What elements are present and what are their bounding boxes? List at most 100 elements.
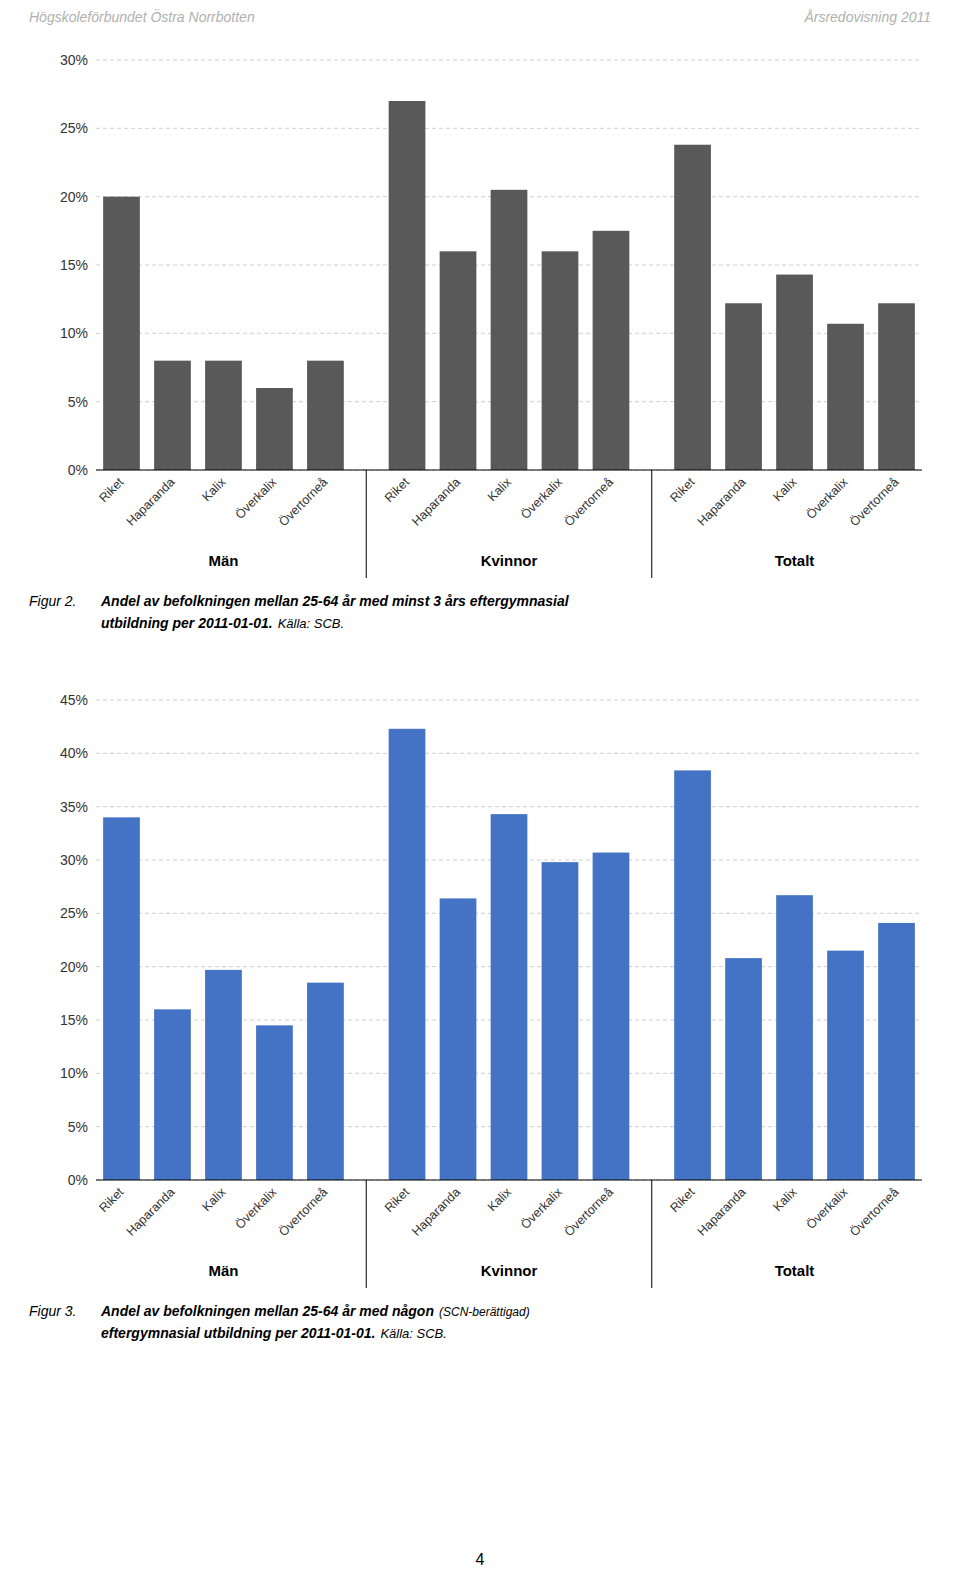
page-number: 4 — [476, 1551, 485, 1568]
header-right: Årsredovisning 2011 — [803, 9, 931, 25]
x-tick-label: Haparanda — [124, 475, 178, 529]
x-tick-label: Överkalix — [233, 1185, 280, 1232]
bar — [205, 361, 242, 470]
grid-line — [96, 806, 922, 807]
caption-line: utbildning per 2011-01-01. Källa: SCB. — [101, 615, 344, 631]
group-divider — [651, 1180, 652, 1288]
x-tick-label: Haparanda — [695, 1185, 749, 1239]
x-tick-label: Riket — [96, 475, 126, 505]
bar — [103, 197, 140, 470]
group-label: Totalt — [775, 1262, 815, 1279]
bar — [440, 251, 477, 470]
x-tick-label: Överkalix — [518, 1185, 565, 1232]
group-label: Män — [208, 1262, 238, 1279]
x-tick-label: Kalix — [770, 1185, 800, 1215]
group-divider — [366, 470, 367, 578]
caption-label: Figur 2. — [29, 593, 76, 609]
bars — [103, 729, 915, 1180]
x-tick-label: Kalix — [199, 475, 229, 505]
bar — [256, 1025, 293, 1180]
bar — [307, 361, 344, 470]
grid-line — [96, 470, 922, 471]
y-tick-label: 15% — [60, 1012, 88, 1028]
y-tick-label: 35% — [60, 799, 88, 815]
bar — [542, 251, 579, 470]
x-tick-label: Övertorneå — [562, 475, 616, 529]
y-tick-label: 25% — [60, 120, 88, 136]
x-tick-label: Överkalix — [804, 1185, 851, 1232]
y-tick-label: 5% — [68, 394, 88, 410]
y-tick-label: 10% — [60, 1065, 88, 1081]
caption-note: (SCN-berättigad) — [439, 1305, 530, 1319]
bar — [725, 303, 762, 470]
x-tick-label: Övertorneå — [562, 1185, 616, 1239]
background — [0, 0, 960, 1596]
group-label: Kvinnor — [481, 1262, 538, 1279]
x-tick-label: Riket — [382, 1185, 412, 1215]
bar — [878, 303, 915, 470]
x-tick-label: Överkalix — [804, 475, 851, 522]
caption-label: Figur 3. — [29, 1303, 76, 1319]
bar — [389, 729, 426, 1180]
x-tick-label: Övertorneå — [847, 1185, 901, 1239]
bar — [307, 983, 344, 1180]
bar — [256, 388, 293, 470]
bar — [725, 958, 762, 1180]
grid-line — [96, 753, 922, 754]
y-tick-label: 25% — [60, 905, 88, 921]
caption-text: utbildning per 2011-01-01. — [101, 615, 273, 631]
x-axis-line — [96, 1180, 922, 1181]
y-tick-label: 30% — [60, 852, 88, 868]
y-tick-label: 20% — [60, 959, 88, 975]
bar — [827, 951, 864, 1180]
x-tick-label: Haparanda — [409, 475, 463, 529]
x-tick-label: Riket — [96, 1185, 126, 1215]
bar — [776, 895, 813, 1180]
bar — [491, 814, 528, 1180]
x-tick-label: Överkalix — [518, 475, 565, 522]
bar — [593, 231, 630, 470]
header-left: Högskoleförbundet Östra Norrbotten — [29, 8, 255, 25]
group-divider — [366, 1180, 367, 1288]
caption-text: eftergymnasial utbildning per 2011-01-01… — [101, 1325, 375, 1341]
bar — [827, 324, 864, 470]
group-divider — [651, 470, 652, 578]
grid-line — [96, 700, 922, 701]
bar — [776, 275, 813, 470]
y-tick-label: 20% — [60, 189, 88, 205]
y-tick-label: 0% — [68, 1172, 88, 1188]
grid-line — [96, 1180, 922, 1181]
caption-text: Andel av befolkningen mellan 25-64 år me… — [100, 593, 570, 609]
y-tick-label: 15% — [60, 257, 88, 273]
group-label: Totalt — [775, 552, 815, 569]
x-tick-label: Riket — [667, 475, 697, 505]
page: Högskoleförbundet Östra Norrbotten Årsred… — [0, 0, 960, 1596]
x-tick-label: Haparanda — [695, 475, 749, 529]
caption-text: Andel av befolkningen mellan 25-64 år me… — [100, 1303, 434, 1319]
x-tick-label: Riket — [382, 475, 412, 505]
bar — [674, 770, 711, 1180]
x-tick-label: Kalix — [485, 475, 515, 505]
caption-source: Källa: SCB. — [380, 1326, 446, 1341]
bar — [205, 970, 242, 1180]
chart: 0%5%10%15%20%25%30%35%40%45%RiketHaparan… — [29, 692, 922, 1341]
bar — [674, 145, 711, 470]
bar — [389, 101, 426, 470]
caption-line: Andel av befolkningen mellan 25-64 år me… — [100, 1303, 530, 1319]
bar — [542, 862, 579, 1180]
bar — [491, 190, 528, 470]
bar — [103, 817, 140, 1180]
caption-line: eftergymnasial utbildning per 2011-01-01… — [101, 1325, 447, 1341]
x-tick-label: Överkalix — [233, 475, 280, 522]
bar — [593, 853, 630, 1180]
y-tick-label: 0% — [68, 462, 88, 478]
group-label: Kvinnor — [481, 552, 538, 569]
y-tick-label: 40% — [60, 745, 88, 761]
x-tick-label: Haparanda — [409, 1185, 463, 1239]
chart: 0%5%10%15%20%25%30%RiketHaparandaKalixÖv… — [29, 52, 922, 631]
bars — [103, 101, 915, 470]
bar — [440, 898, 477, 1180]
x-tick-label: Kalix — [199, 1185, 229, 1215]
caption-source: Källa: SCB. — [278, 616, 344, 631]
y-tick-label: 10% — [60, 325, 88, 341]
